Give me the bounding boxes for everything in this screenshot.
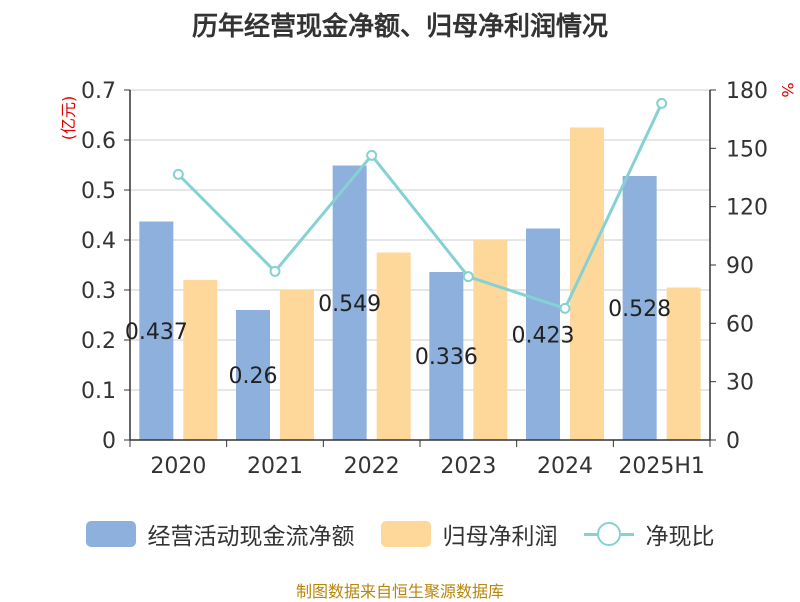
right-tick-label: 30: [726, 371, 754, 396]
axes: 0 0.1 0.2 0.3 0.4 0.5 0.6 0.7 0 30 60 90 120 150 180 20…: [59, 79, 797, 479]
x-tick-label: 2025H1: [618, 454, 705, 479]
bar-net-profit: [280, 290, 314, 440]
ratio-point: [366, 149, 378, 161]
x-tick-label: 2024: [537, 454, 593, 479]
bar-cashflow: [526, 228, 560, 440]
ratio-line: [172, 97, 668, 314]
right-tick-label: 90: [726, 254, 754, 279]
bar-cashflow: [139, 221, 174, 440]
ratio-point: [269, 265, 281, 277]
bar-cashflow: [236, 310, 270, 440]
data-label-cashflow: 0.26: [229, 364, 278, 389]
ratio-point: [656, 97, 668, 109]
chart-title: 历年经营现金净额、归母净利润情况: [191, 12, 608, 42]
right-tick-label: 120: [726, 196, 768, 221]
left-tick-label: 0.5: [81, 179, 116, 204]
data-label-cashflow: 0.336: [415, 345, 478, 370]
right-tick-label: 150: [726, 137, 768, 162]
bar-cashflow: [332, 165, 367, 440]
left-tick-label: 0.4: [81, 229, 116, 254]
bar-cashflow: [429, 272, 464, 440]
source-note: 制图数据来自恒生聚源数据库: [295, 582, 504, 601]
x-tick-label: 2020: [150, 454, 206, 479]
ratio-point: [462, 271, 474, 283]
data-label-cashflow: 0.549: [318, 292, 381, 317]
legend-item-cashflow[interactable]: 经营活动现金流净额: [85, 517, 355, 551]
legend-label-net-profit: 归母净利润: [442, 524, 558, 550]
bar-net-profit: [666, 287, 701, 440]
bar-net-profit: [183, 280, 218, 440]
legend-swatch-net-profit: [380, 521, 431, 547]
legend-item-net-profit[interactable]: 归母净利润: [380, 517, 558, 551]
legend-label-ratio: 净现比: [645, 524, 715, 550]
right-tick-label: 180: [726, 79, 768, 104]
left-tick-label: 0.2: [81, 329, 116, 354]
data-label-cashflow: 0.437: [125, 320, 188, 345]
left-tick-label: 0: [102, 429, 116, 454]
data-label-cashflow: 0.423: [512, 323, 575, 348]
legend-label-cashflow: 经营活动现金流净额: [147, 524, 355, 550]
left-axis-unit: (亿元): [59, 96, 78, 141]
legend: 经营活动现金流净额 归母净利润 净现比: [0, 512, 800, 556]
bars: [139, 127, 701, 440]
left-tick-label: 0.7: [81, 79, 116, 104]
legend-item-ratio[interactable]: 净现比: [583, 517, 715, 551]
x-tick-label: 2023: [440, 454, 496, 479]
ratio-point: [559, 302, 571, 314]
bar-net-profit: [473, 240, 508, 440]
left-tick-label: 0.1: [81, 379, 116, 404]
data-labels: 0.437 0.26 0.549 0.336 0.423 0.528: [125, 292, 671, 389]
data-label-cashflow: 0.528: [608, 297, 671, 322]
legend-swatch-ratio: [583, 521, 634, 547]
ratio-point: [172, 168, 184, 180]
left-tick-label: 0.6: [81, 129, 116, 154]
right-axis-unit: %: [778, 82, 797, 97]
gridlines: [130, 89, 710, 391]
legend-swatch-cashflow: [85, 521, 136, 547]
right-tick-label: 0: [726, 429, 740, 454]
x-tick-label: 2021: [247, 454, 303, 479]
left-tick-label: 0.3: [81, 279, 116, 304]
bar-cashflow: [622, 176, 657, 440]
bar-net-profit: [376, 252, 411, 440]
right-tick-label: 60: [726, 312, 754, 337]
ratio-line-path: [177, 102, 664, 311]
x-tick-label: 2022: [344, 454, 400, 479]
